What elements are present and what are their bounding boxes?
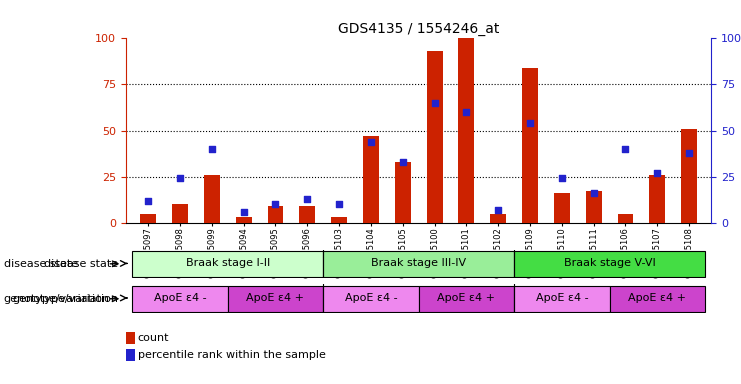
Bar bbox=[427, 51, 442, 223]
Bar bbox=[204, 175, 220, 223]
Point bbox=[588, 190, 599, 196]
Point bbox=[619, 146, 631, 152]
Bar bbox=[522, 68, 538, 223]
Text: ApoE ε4 -: ApoE ε4 - bbox=[345, 293, 397, 303]
Text: count: count bbox=[138, 333, 170, 343]
Bar bbox=[681, 129, 697, 223]
Point bbox=[174, 175, 186, 182]
Text: ApoE ε4 -: ApoE ε4 - bbox=[153, 293, 206, 303]
Bar bbox=[268, 206, 284, 223]
Bar bbox=[363, 136, 379, 223]
Text: disease state: disease state bbox=[4, 259, 78, 269]
Bar bbox=[133, 251, 323, 277]
Text: disease state: disease state bbox=[44, 259, 119, 269]
Point bbox=[651, 170, 663, 176]
Bar bbox=[227, 286, 323, 311]
Text: Braak stage III-IV: Braak stage III-IV bbox=[371, 258, 466, 268]
Bar bbox=[585, 191, 602, 223]
Bar bbox=[299, 206, 315, 223]
Bar bbox=[617, 214, 634, 223]
Bar bbox=[554, 193, 570, 223]
Text: Braak stage I-II: Braak stage I-II bbox=[186, 258, 270, 268]
Point bbox=[302, 196, 313, 202]
Point bbox=[142, 197, 154, 204]
Point bbox=[333, 201, 345, 207]
Bar bbox=[133, 286, 227, 311]
Text: ApoE ε4 +: ApoE ε4 + bbox=[437, 293, 496, 303]
Bar bbox=[419, 286, 514, 311]
Bar bbox=[491, 214, 506, 223]
Bar bbox=[649, 175, 665, 223]
Point bbox=[206, 146, 218, 152]
Title: GDS4135 / 1554246_at: GDS4135 / 1554246_at bbox=[338, 22, 499, 36]
Point bbox=[270, 201, 282, 207]
Point bbox=[492, 207, 504, 213]
Bar bbox=[514, 251, 705, 277]
Text: Braak stage V-VI: Braak stage V-VI bbox=[564, 258, 656, 268]
Bar bbox=[140, 214, 156, 223]
Text: ApoE ε4 -: ApoE ε4 - bbox=[536, 293, 588, 303]
Point bbox=[397, 159, 409, 165]
Point bbox=[365, 139, 377, 145]
Point bbox=[238, 209, 250, 215]
Bar bbox=[610, 286, 705, 311]
Text: genotype/variation: genotype/variation bbox=[4, 294, 110, 304]
Bar bbox=[323, 251, 514, 277]
Point bbox=[556, 175, 568, 182]
Point bbox=[460, 109, 472, 115]
Point bbox=[428, 100, 440, 106]
Text: percentile rank within the sample: percentile rank within the sample bbox=[138, 350, 326, 360]
Bar bbox=[395, 162, 411, 223]
Text: genotype/variation: genotype/variation bbox=[13, 293, 119, 304]
Point bbox=[524, 120, 536, 126]
Bar bbox=[459, 38, 474, 223]
Bar bbox=[236, 217, 252, 223]
Bar bbox=[514, 286, 610, 311]
Bar bbox=[172, 204, 188, 223]
Bar bbox=[323, 286, 419, 311]
Text: ApoE ε4 +: ApoE ε4 + bbox=[247, 293, 305, 303]
Bar bbox=[331, 217, 347, 223]
Text: ApoE ε4 +: ApoE ε4 + bbox=[628, 293, 686, 303]
Point bbox=[683, 150, 695, 156]
